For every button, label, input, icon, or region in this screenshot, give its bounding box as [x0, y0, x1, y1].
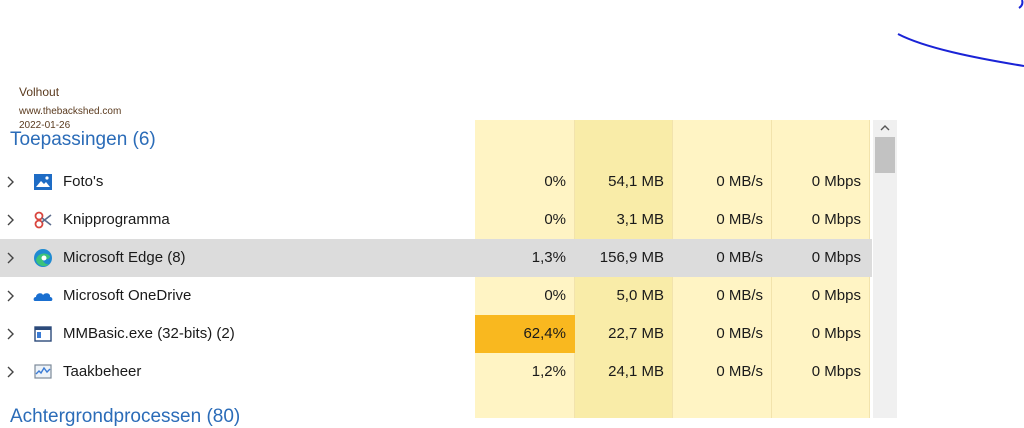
chevron-right-icon[interactable]: [5, 251, 15, 265]
network-value: 0 Mbps: [811, 325, 861, 342]
scroll-up-arrow-icon[interactable]: [873, 120, 897, 136]
network-value: 0 Mbps: [811, 287, 861, 304]
network-value: 0 Mbps: [811, 173, 861, 190]
memory-value: 3,1 MB: [616, 211, 664, 228]
cpu-value: 62,4%: [475, 315, 575, 353]
network-value: 0 Mbps: [811, 363, 861, 380]
chevron-right-icon[interactable]: [5, 289, 15, 303]
edge-icon: [34, 249, 52, 267]
process-row-task-manager[interactable]: Taakbeheer 1,2% 24,1 MB 0 MB/s 0 Mbps: [0, 353, 872, 391]
cpu-value: 0%: [544, 287, 566, 304]
memory-value: 156,9 MB: [575, 239, 673, 277]
process-row-mmbasic[interactable]: MMBasic.exe (32-bits) (2) 62,4% 22,7 MB …: [0, 315, 872, 353]
app-window-icon: [34, 326, 52, 342]
cpu-value: 1,3%: [475, 239, 575, 277]
memory-value: 24,1 MB: [608, 363, 664, 380]
process-name: Taakbeheer: [63, 363, 142, 380]
watermark-date: 2022-01-26: [19, 120, 71, 131]
cpu-value: 0%: [544, 211, 566, 228]
watermark-site: www.thebackshed.com: [19, 106, 122, 117]
memory-value: 5,0 MB: [616, 287, 664, 304]
chevron-right-icon[interactable]: [5, 365, 15, 379]
chevron-right-icon[interactable]: [5, 175, 15, 189]
disk-value: 0 MB/s: [716, 287, 763, 304]
process-name: Knipprogramma: [63, 211, 170, 228]
cpu-value: 1,2%: [531, 363, 566, 380]
memory-value: 54,1 MB: [608, 173, 664, 190]
pen-annotation: [897, 0, 1024, 67]
background-section-title[interactable]: Achtergrondprocessen (80): [10, 406, 241, 427]
network-value: 0 Mbps: [811, 211, 861, 228]
process-row-edge[interactable]: Microsoft Edge (8) 1,3% 156,9 MB 0 MB/s …: [0, 239, 872, 277]
memory-value: 22,7 MB: [608, 325, 664, 342]
watermark: Volhout www.thebackshed.com 2022-01-26: [19, 86, 121, 131]
process-row-onedrive[interactable]: Microsoft OneDrive 0% 5,0 MB 0 MB/s 0 Mb…: [0, 277, 872, 315]
disk-value: 0 MB/s: [716, 211, 763, 228]
process-row-photos[interactable]: Foto's 0% 54,1 MB 0 MB/s 0 Mbps: [0, 163, 872, 201]
snipping-tool-icon: [34, 211, 52, 229]
chevron-right-icon[interactable]: [5, 327, 15, 341]
scrollbar-thumb[interactable]: [875, 137, 895, 173]
cpu-value: 0%: [544, 173, 566, 190]
disk-value: 0 MB/s: [716, 173, 763, 190]
task-manager-icon: [34, 364, 52, 379]
network-value: 0 Mbps: [772, 239, 870, 277]
chevron-right-icon[interactable]: [5, 213, 15, 227]
process-name: Foto's: [63, 173, 104, 190]
apps-section-title[interactable]: Toepassingen (6): [10, 129, 156, 150]
process-name: MMBasic.exe (32-bits) (2): [63, 325, 235, 342]
watermark-author: Volhout: [19, 85, 60, 99]
photos-icon: [34, 174, 52, 190]
process-row-snipping-tool[interactable]: Knipprogramma 0% 3,1 MB 0 MB/s 0 Mbps: [0, 201, 872, 239]
disk-value: 0 MB/s: [673, 239, 772, 277]
vertical-scrollbar[interactable]: [873, 120, 897, 418]
process-name: Microsoft OneDrive: [63, 287, 192, 304]
process-name: Microsoft Edge (8): [63, 249, 186, 266]
disk-value: 0 MB/s: [716, 363, 763, 380]
disk-value: 0 MB/s: [716, 325, 763, 342]
onedrive-icon: [33, 293, 53, 301]
